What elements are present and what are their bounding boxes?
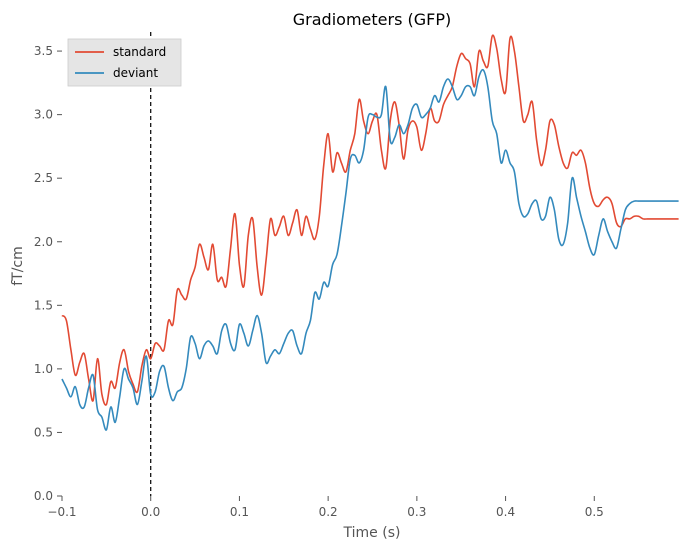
y-tick-label: 3.0 bbox=[34, 108, 53, 122]
series-line-deviant bbox=[61, 68, 679, 431]
x-axis: −0.1 0.0 0.1 0.2 0.3 0.4 0.5 bbox=[47, 496, 604, 519]
legend-box bbox=[67, 38, 182, 87]
x-tick-label: 0.1 bbox=[230, 505, 249, 519]
legend-label-deviant: deviant bbox=[113, 66, 158, 80]
y-tick-label: 0.0 bbox=[34, 489, 53, 503]
legend-label-standard: standard bbox=[113, 45, 166, 59]
x-axis-label: Time (s) bbox=[343, 525, 401, 541]
y-axis-label: fT/cm bbox=[10, 246, 26, 286]
series-layer bbox=[61, 34, 679, 431]
x-tick-label: −0.1 bbox=[47, 505, 76, 519]
y-tick-label: 1.0 bbox=[34, 362, 53, 376]
series-line-standard bbox=[61, 34, 679, 406]
legend: standard deviant bbox=[67, 38, 182, 87]
y-tick-label: 0.5 bbox=[34, 425, 53, 439]
y-tick-label: 2.0 bbox=[34, 235, 53, 249]
chart-title: Gradiometers (GFP) bbox=[293, 10, 451, 29]
y-axis: 0.0 0.5 1.0 1.5 2.0 2.5 3.0 3.5 bbox=[34, 44, 62, 503]
x-tick-label: 0.3 bbox=[407, 505, 426, 519]
x-tick-label: 0.4 bbox=[496, 505, 515, 519]
x-tick-label: 0.0 bbox=[141, 505, 160, 519]
x-tick-label: 0.5 bbox=[585, 505, 604, 519]
x-tick-label: 0.2 bbox=[319, 505, 338, 519]
y-tick-label: 2.5 bbox=[34, 171, 53, 185]
y-tick-label: 1.5 bbox=[34, 298, 53, 312]
y-tick-label: 3.5 bbox=[34, 44, 53, 58]
